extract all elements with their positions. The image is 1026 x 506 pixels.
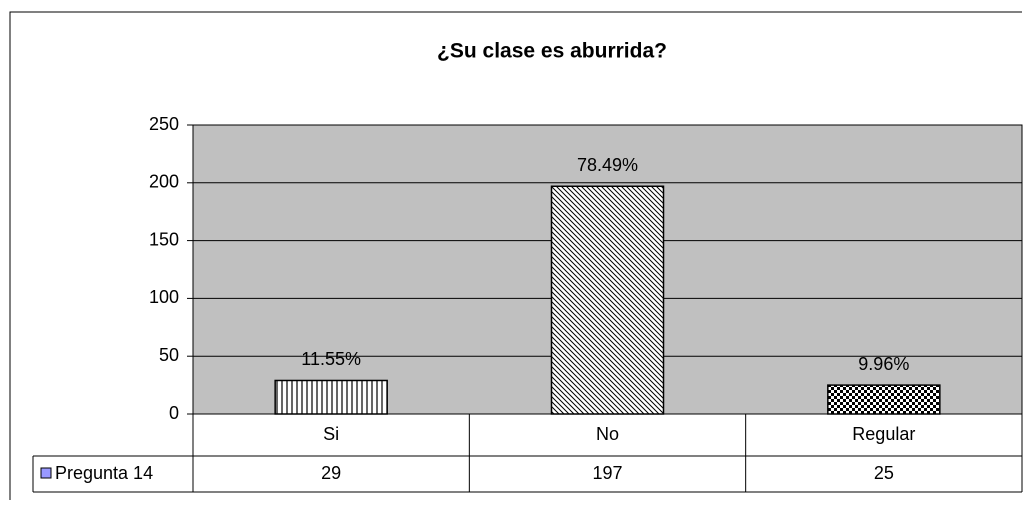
x-tick-label: No: [596, 424, 619, 444]
table-value: 29: [321, 463, 341, 483]
y-tick-label: 200: [149, 172, 179, 192]
chart-title: ¿Su clase es aburrida?: [437, 40, 667, 63]
x-tick-label: Si: [323, 424, 339, 444]
bar: [827, 384, 941, 415]
bar-annotation: 78.49%: [577, 155, 638, 175]
table-value: 25: [874, 463, 894, 483]
y-tick-label: 250: [149, 114, 179, 134]
legend-label: Pregunta 14: [55, 463, 153, 483]
bar-annotation: 11.55%: [301, 349, 361, 369]
y-tick-label: 150: [149, 229, 179, 249]
legend-key: [40, 467, 52, 479]
bar: [550, 185, 665, 415]
bar: [274, 379, 388, 415]
y-tick-label: 0: [169, 403, 179, 423]
y-tick-label: 100: [149, 287, 179, 307]
y-tick-label: 50: [159, 345, 179, 365]
chart-border: [9, 11, 1022, 500]
bar-annotation: 9.96%: [858, 354, 909, 374]
x-tick-label: Regular: [852, 424, 915, 444]
table-value: 197: [592, 463, 622, 483]
